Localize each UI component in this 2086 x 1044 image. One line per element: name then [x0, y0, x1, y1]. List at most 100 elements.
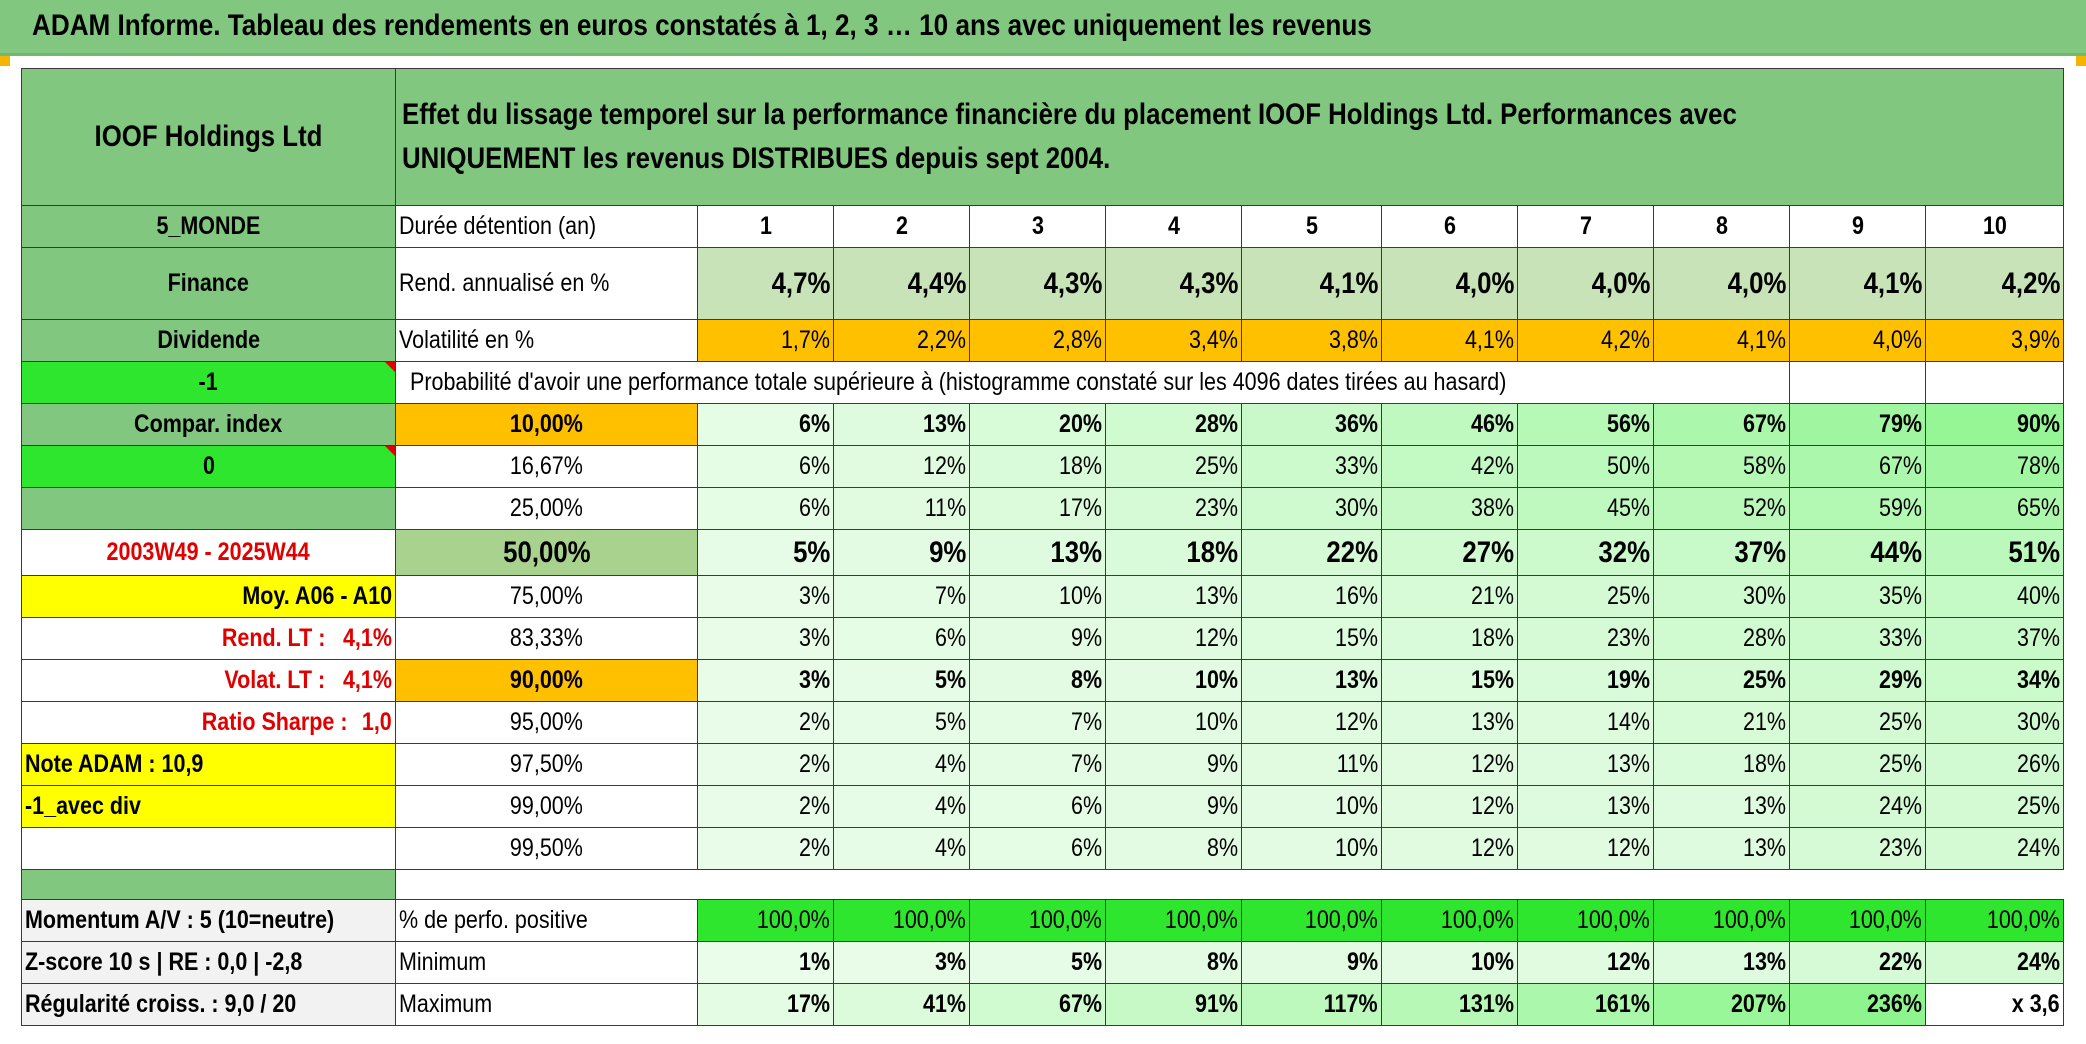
probability-value[interactable]: 6%: [697, 445, 834, 488]
probability-value[interactable]: 7%: [969, 743, 1106, 786]
probability-value[interactable]: 22%: [1241, 529, 1382, 576]
threshold-value[interactable]: 83,33%: [395, 617, 698, 660]
compar-index-cell[interactable]: Compar. index: [21, 403, 396, 446]
threshold-value[interactable]: 97,50%: [395, 743, 698, 786]
probability-value[interactable]: 28%: [1105, 403, 1242, 446]
probability-value[interactable]: 9%: [1105, 743, 1242, 786]
probability-value[interactable]: 46%: [1381, 403, 1518, 446]
probability-value[interactable]: 16%: [1241, 575, 1382, 618]
year-header[interactable]: 2: [833, 205, 970, 248]
probability-value[interactable]: 4%: [833, 785, 970, 828]
probability-value[interactable]: 5%: [833, 701, 970, 744]
rend-value[interactable]: 4,0%: [1381, 247, 1518, 320]
probability-value[interactable]: 50%: [1517, 445, 1654, 488]
probability-value[interactable]: 13%: [1241, 659, 1382, 702]
probability-value[interactable]: 18%: [1653, 743, 1790, 786]
probability-value[interactable]: 6%: [697, 403, 834, 446]
probability-value[interactable]: 21%: [1381, 575, 1518, 618]
probability-value[interactable]: 5%: [833, 659, 970, 702]
probability-value[interactable]: 36%: [1241, 403, 1382, 446]
positive-value[interactable]: 100,0%: [1105, 899, 1242, 942]
probability-value[interactable]: 3%: [697, 575, 834, 618]
probability-value[interactable]: 3%: [697, 659, 834, 702]
probability-value[interactable]: 9%: [833, 529, 970, 576]
company-name[interactable]: IOOF Holdings Ltd: [21, 68, 396, 206]
maximum-value[interactable]: 41%: [833, 983, 970, 1026]
probability-value[interactable]: 51%: [1925, 529, 2064, 576]
minimum-value[interactable]: 22%: [1789, 941, 1926, 984]
probability-value[interactable]: 17%: [969, 487, 1106, 530]
maximum-value[interactable]: 17%: [697, 983, 834, 1026]
probability-value[interactable]: 45%: [1517, 487, 1654, 530]
threshold-value[interactable]: 90,00%: [395, 659, 698, 702]
rend-value[interactable]: 4,1%: [1789, 247, 1926, 320]
probability-value[interactable]: 8%: [969, 659, 1106, 702]
year-header[interactable]: 5: [1241, 205, 1382, 248]
probability-value[interactable]: 42%: [1381, 445, 1518, 488]
probability-value[interactable]: 13%: [1653, 827, 1790, 870]
probability-value[interactable]: 27%: [1381, 529, 1518, 576]
probability-value[interactable]: 13%: [1105, 575, 1242, 618]
probability-value[interactable]: 6%: [697, 487, 834, 530]
maximum-value[interactable]: 117%: [1241, 983, 1382, 1026]
rend-value[interactable]: 4,3%: [969, 247, 1106, 320]
probability-value[interactable]: 9%: [1105, 785, 1242, 828]
probability-value[interactable]: 19%: [1517, 659, 1654, 702]
probability-value[interactable]: 30%: [1241, 487, 1382, 530]
probability-value[interactable]: 10%: [1241, 827, 1382, 870]
probability-value[interactable]: 37%: [1925, 617, 2064, 660]
probability-value[interactable]: 12%: [833, 445, 970, 488]
threshold-value[interactable]: 10,00%: [395, 403, 698, 446]
probability-value[interactable]: 44%: [1789, 529, 1926, 576]
probability-value[interactable]: 6%: [969, 827, 1106, 870]
year-header[interactable]: 7: [1517, 205, 1654, 248]
volat-value[interactable]: 4,1%: [1653, 319, 1790, 362]
type-cell[interactable]: Dividende: [21, 319, 396, 362]
probability-value[interactable]: 2%: [697, 785, 834, 828]
year-header[interactable]: 8: [1653, 205, 1790, 248]
rend-value[interactable]: 4,1%: [1241, 247, 1382, 320]
rend-value[interactable]: 4,0%: [1517, 247, 1654, 320]
probability-value[interactable]: 14%: [1517, 701, 1654, 744]
volat-value[interactable]: 3,8%: [1241, 319, 1382, 362]
volat-value[interactable]: 4,0%: [1789, 319, 1926, 362]
positive-value[interactable]: 100,0%: [833, 899, 970, 942]
probability-value[interactable]: 25%: [1789, 743, 1926, 786]
probability-value[interactable]: 23%: [1789, 827, 1926, 870]
sector-cell[interactable]: Finance: [21, 247, 396, 320]
year-header[interactable]: 4: [1105, 205, 1242, 248]
probability-value[interactable]: 24%: [1925, 827, 2064, 870]
probability-value[interactable]: 30%: [1925, 701, 2064, 744]
threshold-value[interactable]: 99,00%: [395, 785, 698, 828]
probability-value[interactable]: 25%: [1517, 575, 1654, 618]
probability-value[interactable]: 7%: [969, 701, 1106, 744]
maximum-value[interactable]: 131%: [1381, 983, 1518, 1026]
positive-value[interactable]: 100,0%: [1381, 899, 1518, 942]
minimum-value[interactable]: 5%: [969, 941, 1106, 984]
rend-value[interactable]: 4,0%: [1653, 247, 1790, 320]
probability-value[interactable]: 12%: [1105, 617, 1242, 660]
probability-value[interactable]: 2%: [697, 743, 834, 786]
probability-value[interactable]: 4%: [833, 827, 970, 870]
rend-value[interactable]: 4,7%: [697, 247, 834, 320]
threshold-value[interactable]: 75,00%: [395, 575, 698, 618]
volat-value[interactable]: 3,4%: [1105, 319, 1242, 362]
probability-value[interactable]: 24%: [1789, 785, 1926, 828]
probability-value[interactable]: 34%: [1925, 659, 2064, 702]
probability-value[interactable]: 13%: [1381, 701, 1518, 744]
probability-value[interactable]: 33%: [1789, 617, 1926, 660]
probability-value[interactable]: 59%: [1789, 487, 1926, 530]
probability-value[interactable]: 10%: [1105, 701, 1242, 744]
probability-value[interactable]: 21%: [1653, 701, 1790, 744]
probability-value[interactable]: 25%: [1653, 659, 1790, 702]
probability-value[interactable]: 12%: [1381, 827, 1518, 870]
volat-value[interactable]: 3,9%: [1925, 319, 2064, 362]
probability-value[interactable]: 13%: [833, 403, 970, 446]
probability-value[interactable]: 67%: [1653, 403, 1790, 446]
probability-value[interactable]: 12%: [1381, 743, 1518, 786]
threshold-value[interactable]: 50,00%: [395, 529, 698, 576]
probability-value[interactable]: 15%: [1381, 659, 1518, 702]
volat-value[interactable]: 1,7%: [697, 319, 834, 362]
probability-value[interactable]: 26%: [1925, 743, 2064, 786]
year-header[interactable]: 1: [697, 205, 834, 248]
